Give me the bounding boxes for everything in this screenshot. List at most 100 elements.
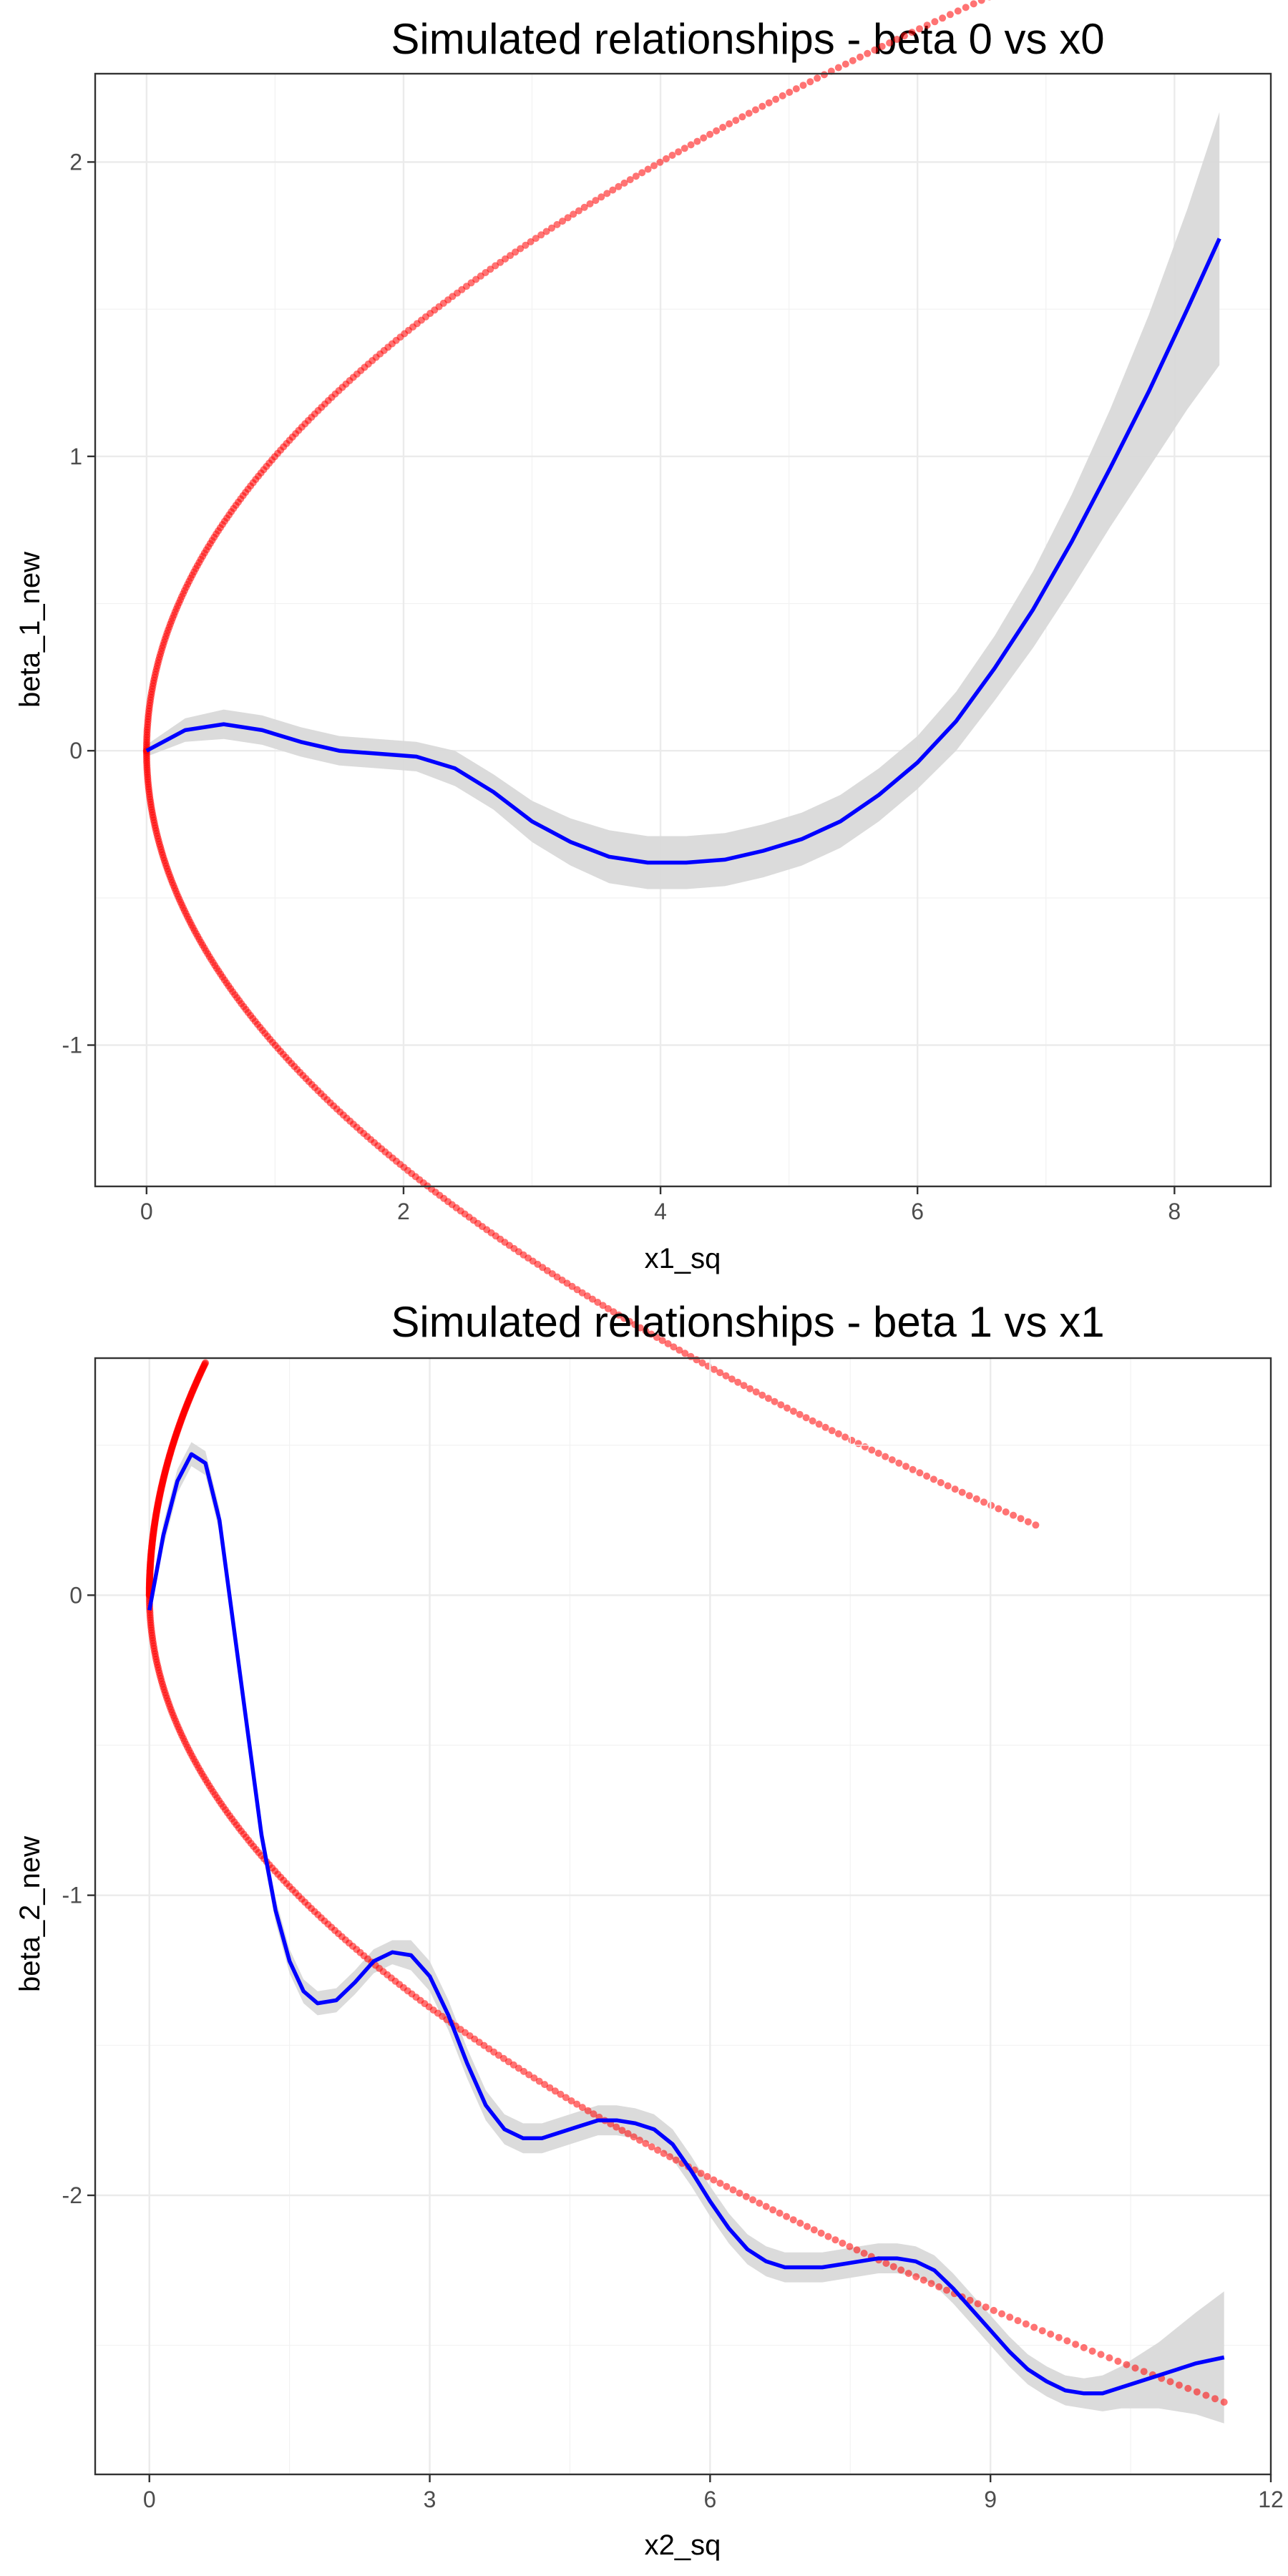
data-point	[831, 2236, 839, 2244]
data-point	[935, 2283, 943, 2290]
data-point	[1055, 2333, 1063, 2341]
data-point	[1047, 2331, 1055, 2338]
x-tick-label: 0	[140, 1199, 153, 1224]
data-point	[990, 2306, 997, 2314]
data-point	[537, 231, 545, 239]
data-point	[1002, 1508, 1010, 1516]
chart-1-title: Simulated relationships - beta 0 vs x0	[391, 15, 1104, 63]
data-point	[703, 2172, 711, 2180]
data-point	[937, 1479, 945, 1486]
data-point	[664, 1340, 672, 1347]
data-point	[723, 2182, 731, 2190]
data-point	[951, 1485, 959, 1493]
data-point	[642, 2140, 650, 2147]
data-point	[1063, 2337, 1071, 2345]
data-point	[525, 2071, 533, 2079]
data-point	[698, 1359, 706, 1367]
data-point	[965, 1492, 973, 1500]
data-point	[586, 200, 594, 208]
chart-1-points-layer	[142, 0, 1040, 1529]
data-point	[562, 2094, 570, 2102]
data-point	[590, 2110, 597, 2118]
data-point	[848, 1436, 856, 1444]
data-point	[636, 1324, 644, 1332]
data-point	[648, 1330, 655, 1338]
data-point	[814, 74, 821, 82]
data-point	[1017, 1515, 1025, 1523]
data-point	[535, 2077, 543, 2085]
data-point	[943, 2286, 950, 2294]
data-point	[656, 158, 664, 166]
data-point	[846, 2243, 854, 2250]
data-point	[697, 2170, 705, 2177]
data-point	[1072, 2341, 1080, 2348]
data-point	[610, 1308, 618, 1316]
data-point	[597, 193, 605, 201]
data-point	[666, 2153, 674, 2161]
data-point	[636, 2137, 643, 2144]
data-point	[541, 2081, 549, 2089]
confidence-ribbon	[149, 1442, 1224, 2424]
data-point	[1006, 2313, 1014, 2321]
data-point	[1097, 2351, 1105, 2358]
data-point	[888, 1456, 896, 1464]
data-point	[1184, 2384, 1192, 2392]
y-tick-label: -1	[62, 1033, 82, 1058]
x-tick-label: 0	[143, 2487, 156, 2512]
chart-1-y-axis-title: beta_1_new	[14, 552, 46, 708]
data-point	[624, 2129, 632, 2137]
data-point	[909, 1465, 917, 1473]
data-point	[861, 1443, 869, 1450]
data-point	[1140, 2368, 1148, 2376]
data-point	[713, 127, 721, 135]
data-point	[895, 1459, 903, 1467]
data-point	[789, 1407, 797, 1415]
data-point	[893, 36, 901, 43]
data-point	[546, 2084, 554, 2092]
chart-2-ribbon-layer	[149, 1442, 1224, 2424]
data-point	[1166, 2378, 1174, 2386]
data-point	[532, 235, 540, 243]
data-point	[584, 2107, 592, 2114]
y-tick-label: -1	[62, 1883, 82, 1908]
data-point	[756, 2200, 763, 2207]
data-point	[1106, 2354, 1113, 2362]
data-point	[772, 95, 780, 103]
data-point	[589, 1295, 596, 1303]
data-point	[542, 228, 550, 235]
data-point	[871, 46, 879, 54]
data-point	[620, 1314, 628, 1322]
data-point	[927, 2280, 935, 2288]
chart-1-line-layer	[145, 238, 1221, 865]
data-point	[670, 1343, 678, 1351]
data-point	[509, 2061, 517, 2069]
data-point	[923, 21, 931, 29]
data-point	[570, 210, 577, 218]
data-point	[613, 2123, 620, 2131]
y-tick-label: -2	[62, 2182, 82, 2208]
data-point	[769, 2206, 777, 2214]
data-point	[970, 0, 977, 8]
data-point	[882, 1453, 889, 1460]
data-point	[839, 2239, 847, 2247]
data-point	[889, 2263, 897, 2270]
x-tick-label: 9	[984, 2487, 997, 2512]
data-point	[783, 2212, 791, 2220]
data-point	[841, 60, 849, 68]
data-point	[931, 18, 939, 26]
data-point	[620, 179, 628, 187]
data-point	[1038, 2327, 1046, 2335]
data-point	[982, 2303, 990, 2311]
x-tick-label: 3	[424, 2487, 436, 2512]
data-point	[902, 1463, 909, 1470]
data-point	[923, 1472, 931, 1480]
y-tick-label: 1	[69, 444, 82, 469]
data-point	[1202, 2391, 1210, 2399]
chart-2-y-axis-title: beta_2_new	[14, 1836, 46, 1992]
data-point	[944, 1482, 952, 1490]
x-tick-label: 6	[703, 2487, 716, 2512]
data-point	[749, 2196, 756, 2204]
data-point	[719, 124, 727, 131]
data-point	[919, 2276, 927, 2284]
data-point	[789, 2216, 797, 2224]
